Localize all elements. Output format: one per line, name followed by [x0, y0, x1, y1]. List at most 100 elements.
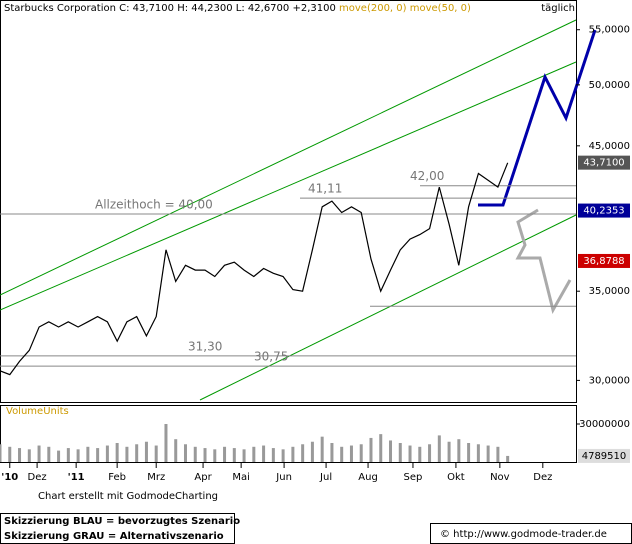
- level-label: 31,30: [188, 339, 222, 353]
- volume-bar: [115, 443, 119, 462]
- volume-bar: [349, 445, 353, 462]
- scenario-blue: [478, 29, 597, 207]
- last-value-box: [578, 203, 630, 218]
- volume-bar: [86, 446, 90, 462]
- x-tick-label: Jun: [275, 472, 292, 483]
- volume-bar: [457, 439, 461, 462]
- legend-gray: Skizzierung GRAU = Alternativszenario: [4, 531, 224, 542]
- volume-bar: [271, 448, 275, 462]
- x-tick-label: '11: [68, 472, 85, 483]
- level-label: 42,00: [410, 169, 444, 183]
- volume-last-label: 4789510: [582, 451, 627, 462]
- volume-bar: [47, 446, 51, 462]
- x-tick-label: Dez: [533, 472, 552, 483]
- x-tick-label: Jul: [319, 472, 332, 483]
- volume-bar: [330, 443, 334, 462]
- scenario-gray: [515, 208, 572, 315]
- volume-bar: [135, 444, 139, 462]
- x-tick-label: Mrz: [147, 472, 165, 483]
- volume-bar: [408, 445, 412, 462]
- x-tick-label: '10: [1, 472, 18, 483]
- stock-name: Starbucks Corporation: [4, 3, 116, 14]
- volume-last-box: [578, 448, 630, 463]
- volume-bar: [203, 448, 207, 462]
- volume-bar: [223, 446, 227, 462]
- volume-bar: [428, 444, 432, 462]
- legend-blue: Skizzierung BLAU = bevorzugtes Szenario: [4, 516, 240, 527]
- volume-bar: [379, 434, 383, 462]
- volume-bar: [252, 446, 256, 462]
- volume-bar: [0, 444, 2, 462]
- x-tick-label: Mai: [232, 472, 250, 483]
- x-tick-label: Dez: [28, 472, 47, 483]
- channel-line: [199, 214, 577, 401]
- x-tick-label: Okt: [447, 472, 465, 483]
- volume-bar: [340, 446, 344, 462]
- y-tick-label: 50,0000: [589, 80, 630, 91]
- volume-panel: [0, 405, 577, 463]
- x-tick-label: Apr: [194, 472, 212, 483]
- last-value-label: 43,7100: [583, 158, 624, 169]
- last-value-box: [578, 253, 630, 268]
- y-tick-label: 35,0000: [589, 286, 630, 297]
- volume-bar: [310, 441, 314, 462]
- volume-bar: [369, 437, 373, 462]
- volume-bar: [105, 445, 109, 462]
- volume-bar: [213, 449, 217, 462]
- last-value-label: 36,8788: [583, 256, 624, 267]
- volume-bar: [144, 441, 148, 462]
- volume-bar: [183, 444, 187, 462]
- volume-bar: [76, 449, 80, 462]
- legend-box: [0, 513, 235, 544]
- last-value-label: 40,2353: [583, 206, 624, 217]
- volume-bar: [232, 448, 236, 462]
- channel-line: [0, 61, 577, 311]
- volume-bar: [389, 440, 393, 462]
- volume-bar: [8, 446, 12, 462]
- ma200-label: move(200, 0): [339, 3, 407, 14]
- volume-bar: [486, 445, 490, 462]
- volume-bar: [154, 445, 158, 462]
- volume-bar: [447, 441, 451, 462]
- y-tick-label: 55,0000: [589, 25, 630, 36]
- volume-tick-label: 30000000: [579, 419, 630, 430]
- ma50-label: move(50, 0): [410, 3, 471, 14]
- volume-title: VolumeUnits: [6, 406, 69, 417]
- volume-bar: [476, 444, 480, 462]
- volume-bar: [301, 444, 305, 462]
- volume-bar: [125, 446, 129, 462]
- volume-bar: [164, 424, 168, 462]
- volume-bar: [96, 448, 100, 462]
- credit: Chart erstellt mit GodmodeCharting: [38, 491, 218, 502]
- level-label: 30,75: [254, 350, 288, 364]
- volume-bar: [496, 446, 500, 462]
- interval: täglich: [541, 3, 575, 14]
- quote: C: 43,7100 H: 44,2300 L: 42,6700 +2,3100: [119, 3, 336, 14]
- volume-bar: [437, 435, 441, 462]
- level-label: Allzeithoch = 40,00: [95, 197, 213, 211]
- volume-bar: [57, 450, 61, 462]
- header: Starbucks Corporation C: 43,7100 H: 44,2…: [4, 3, 471, 14]
- volume-bar: [281, 449, 285, 462]
- url: © http://www.godmode-trader.de: [440, 529, 607, 540]
- volume-bar: [506, 455, 510, 462]
- x-tick-label: Aug: [358, 472, 378, 483]
- last-value-box: [578, 155, 630, 170]
- channel-line: [0, 19, 577, 296]
- volume-bar: [18, 448, 22, 462]
- volume-bar: [193, 446, 197, 462]
- y-tick-label: 30,0000: [589, 375, 630, 386]
- volume-bar: [320, 436, 324, 462]
- volume-bar: [418, 446, 422, 462]
- volume-bar: [66, 448, 70, 462]
- volume-bar: [262, 445, 266, 462]
- y-tick-label: 45,0000: [589, 141, 630, 152]
- volume-bar: [291, 446, 295, 462]
- volume-bar: [242, 449, 246, 462]
- price-panel: [0, 0, 577, 403]
- volume-bar: [174, 439, 178, 462]
- x-tick-label: Nov: [490, 472, 510, 483]
